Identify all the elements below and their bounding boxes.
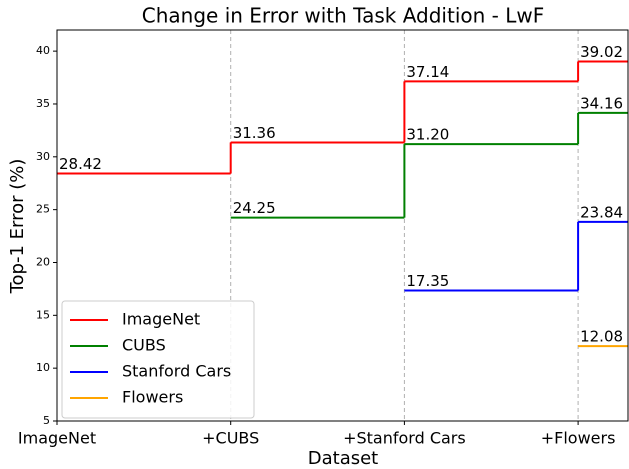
legend-label: Flowers — [122, 388, 183, 407]
plot-frame — [56, 29, 629, 422]
y-tick-label: 5 — [43, 414, 50, 427]
y-tick-label: 30 — [36, 150, 50, 163]
y-tick-label: 25 — [36, 203, 50, 216]
value-label: 34.16 — [580, 94, 623, 112]
value-label: 39.02 — [580, 43, 623, 61]
chart-title: Change in Error with Task Addition - LwF — [142, 4, 544, 28]
value-label: 17.35 — [406, 272, 449, 290]
y-tick-label: 10 — [36, 361, 50, 374]
x-tick-label: ImageNet — [18, 429, 96, 448]
x-tick-label: +CUBS — [202, 429, 259, 448]
y-tick-label: 15 — [36, 308, 50, 321]
value-label: 28.42 — [59, 155, 102, 173]
value-label: 12.08 — [580, 328, 623, 346]
value-label: 31.20 — [406, 126, 449, 144]
value-label: 23.84 — [580, 203, 623, 221]
value-label: 37.14 — [406, 63, 449, 81]
legend-box — [61, 300, 255, 419]
x-tick-label: +Stanford Cars — [343, 429, 466, 448]
y-tick-label: 20 — [36, 255, 50, 268]
y-tick-label: 40 — [36, 44, 50, 57]
y-tick-label: 35 — [36, 97, 50, 110]
x-tick-label: +Flowers — [541, 429, 616, 448]
y-axis-label: Top-1 Error (%) — [7, 159, 28, 295]
legend-label: ImageNet — [122, 310, 200, 329]
value-label: 24.25 — [233, 199, 276, 217]
legend-label: Stanford Cars — [122, 362, 231, 381]
x-axis-label: Dataset — [308, 448, 379, 469]
legend-label: CUBS — [122, 336, 166, 355]
value-label: 31.36 — [233, 124, 276, 142]
